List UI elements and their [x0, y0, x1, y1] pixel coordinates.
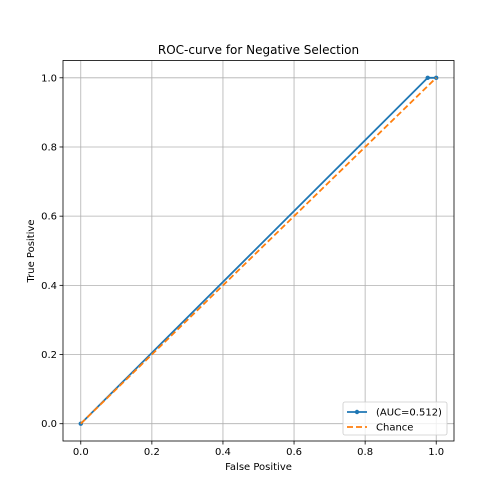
legend-label-0: (AUC=0.512)	[376, 408, 442, 419]
y-tick-label: 0.6	[41, 212, 57, 223]
x-tick-label: 0.6	[286, 447, 302, 458]
y-tick-label: 1.0	[41, 73, 57, 84]
legend-box	[342, 401, 448, 436]
plot-frame	[62, 60, 455, 442]
series-point-0	[425, 75, 430, 80]
y-tick-label: 0.0	[41, 419, 57, 430]
legend: (AUC=0.512) Chance	[342, 401, 448, 436]
x-tick-label: 0.2	[144, 447, 160, 458]
x-tick-label: 0.8	[357, 447, 373, 458]
y-tick-label: 0.4	[41, 281, 57, 292]
series-point-0	[434, 75, 439, 80]
legend-label-1: Chance	[376, 423, 413, 434]
ticks: 0.0 0.2 0.4 0.6 0.8 1.0 0.0 0.2 0.4 0.6 0.8 1.0	[41, 73, 444, 458]
y-tick-label: 0.8	[41, 142, 57, 153]
y-tick-label: 0.2	[41, 350, 57, 361]
series-line-1	[80, 77, 437, 425]
series-layer	[78, 75, 439, 426]
y-axis-label: True Positive	[26, 220, 37, 284]
chart-title: ROC-curve for Negative Selection	[158, 43, 359, 57]
x-tick-label: 1.0	[428, 447, 444, 458]
legend-marker-0	[354, 409, 360, 415]
x-axis-label: False Positive	[225, 462, 292, 473]
x-tick-label: 0.4	[215, 447, 231, 458]
grid	[63, 60, 454, 441]
x-tick-label: 0.0	[73, 447, 89, 458]
